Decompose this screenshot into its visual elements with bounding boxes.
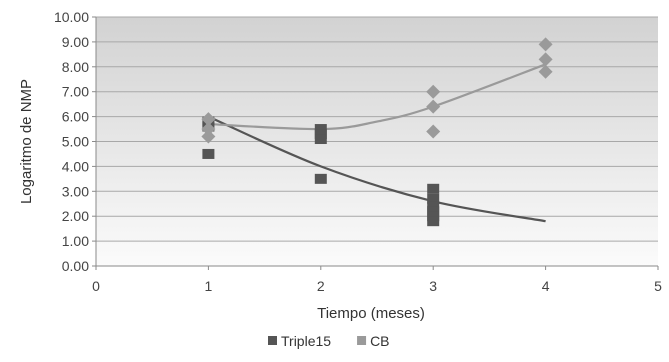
point-triple15	[314, 134, 327, 145]
point-triple15	[314, 173, 327, 184]
x-axis-title: Tiempo (meses)	[317, 305, 425, 322]
legend-label-cb: CB	[370, 333, 389, 349]
y-tick-label: 7.00	[62, 84, 89, 100]
y-axis-title: Logaritmo de NMP	[18, 79, 35, 204]
point-cb	[538, 52, 553, 67]
y-tick-label: 10.00	[54, 9, 89, 25]
point-cb	[201, 112, 216, 127]
x-tick-label: 5	[654, 278, 662, 294]
y-tick-label: 1.00	[62, 233, 89, 249]
x-tick-label: 3	[429, 278, 437, 294]
point-triple15	[427, 183, 440, 194]
point-triple15	[427, 193, 440, 204]
point-cb	[538, 64, 553, 79]
point-cb	[201, 122, 216, 137]
point-cb	[426, 99, 441, 114]
trendline-triple15	[207, 115, 546, 223]
x-tick-label: 0	[92, 278, 100, 294]
legend-swatch-cb	[357, 336, 367, 345]
point-cb	[201, 129, 216, 144]
y-tick-label: 3.00	[62, 183, 89, 199]
y-tick-label: 8.00	[62, 59, 89, 75]
x-tick-label: 1	[205, 278, 213, 294]
y-tick-label: 2.00	[62, 208, 89, 224]
y-tick-label: 4.00	[62, 158, 89, 174]
point-triple15	[427, 216, 440, 227]
y-tick-label: 0.00	[62, 258, 89, 274]
x-tick-label: 2	[317, 278, 325, 294]
point-triple15	[202, 148, 215, 159]
point-cb	[426, 84, 441, 99]
x-tick-label: 4	[542, 278, 550, 294]
point-cb	[538, 37, 553, 52]
y-tick-label: 9.00	[62, 34, 89, 50]
point-cb	[426, 124, 441, 139]
y-tick-label: 5.00	[62, 134, 89, 150]
y-tick-label: 6.00	[62, 109, 89, 125]
legend-swatch-triple15	[268, 336, 277, 345]
trendline-cb	[208, 63, 546, 131]
legend-label-triple15: Triple15	[281, 333, 331, 349]
